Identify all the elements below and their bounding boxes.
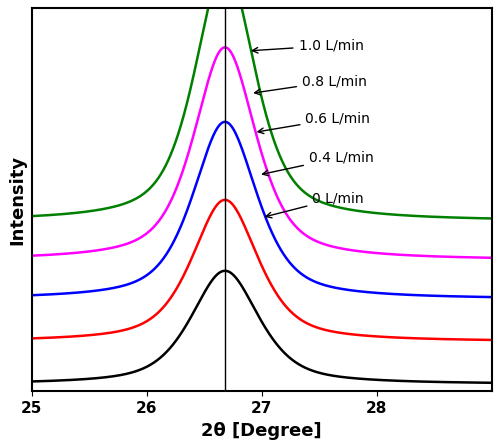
Text: 1.0 L/min: 1.0 L/min — [252, 39, 364, 53]
Y-axis label: Intensity: Intensity — [8, 155, 26, 245]
Text: 0 L/min: 0 L/min — [266, 191, 364, 218]
Text: 0.4 L/min: 0.4 L/min — [262, 150, 374, 176]
Text: 0.8 L/min: 0.8 L/min — [254, 74, 367, 95]
X-axis label: 2θ [Degree]: 2θ [Degree] — [202, 422, 322, 439]
Text: 0.6 L/min: 0.6 L/min — [258, 111, 370, 134]
